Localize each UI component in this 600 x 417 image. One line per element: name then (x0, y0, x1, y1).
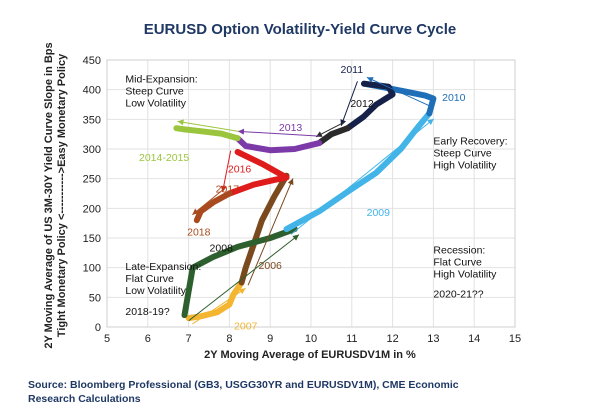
y-axis-label-line: Tight Monetary Policy <----------->Easy … (56, 53, 68, 337)
direction-arrowhead (177, 119, 184, 126)
chart-title: EURUSD Option Volatility-Yield Curve Cyc… (144, 21, 457, 38)
series-line-2011 (344, 80, 396, 132)
year-label: 2017 (216, 183, 240, 195)
series-line-2008 (181, 226, 298, 319)
direction-arrow (192, 287, 246, 325)
direction-arrowhead (287, 178, 294, 186)
direction-arrow (192, 187, 226, 216)
phase-annotation: 2020-21?? (433, 288, 483, 300)
grid (106, 59, 516, 328)
plot-frame (106, 59, 516, 328)
year-label: 2012 (350, 98, 374, 110)
series-line-2009 (283, 110, 433, 233)
phase-annotation: Mid-Expansion: Steep Curve Low Volatility (125, 74, 197, 110)
y-tick-label: 300 (83, 144, 101, 156)
phase-annotation-line: 2018-19? (125, 306, 170, 318)
year-label: 2010 (442, 92, 466, 104)
x-tick-label: 5 (104, 333, 110, 345)
phase-annotation-line: Low Volatility (125, 285, 186, 297)
direction-arrow (177, 120, 239, 132)
direction-arrowhead (192, 208, 199, 215)
phase-annotation-line: Recession: (433, 244, 485, 256)
x-tick-label: 10 (305, 333, 317, 345)
ticks-group: 5 6 7 8 9 10 11 12 13 14 1505010015020025030035040… (83, 55, 521, 345)
year-label: 2014-2015 (139, 152, 189, 164)
series-line-2014-2015 (173, 125, 241, 142)
source-line-2: Research Calculations (28, 393, 141, 405)
series-line-2013 (234, 135, 323, 154)
y-tick-label: 50 (89, 292, 101, 304)
year-label: 2007 (234, 320, 258, 332)
y-tick-label: 100 (83, 263, 101, 275)
year-label: 2008 (210, 243, 234, 255)
annotations-group: Mid-Expansion: Steep Curve Low VolatilityE… (125, 74, 507, 319)
direction-arrow (237, 130, 320, 137)
year-label: 2018 (187, 227, 211, 239)
y-tick-label: 350 (83, 114, 101, 126)
year-labels-group: 2011 2010 2012 2013 2014-2015 2016 2017 2009 201… (139, 64, 466, 332)
phase-annotation-line: Early Recovery: (433, 135, 507, 147)
year-label: 2016 (228, 164, 252, 176)
phase-annotation-line: Low Volatility (125, 98, 186, 110)
phase-annotation: Early Recovery: Steep Curve High Volatilit… (433, 135, 507, 171)
x-tick-label: 15 (509, 333, 521, 345)
direction-arrow (188, 234, 300, 322)
phase-annotation-line: 2020-21?? (433, 288, 483, 300)
x-tick-label: 8 (226, 333, 232, 345)
x-tick-label: 12 (386, 333, 398, 345)
direction-arrow (290, 118, 435, 235)
phase-annotation-line: Flat Curve (433, 256, 482, 268)
phase-annotation-line: Late-Expansion: (125, 261, 201, 273)
y-tick-label: 150 (83, 233, 101, 245)
year-label: 2006 (259, 260, 283, 272)
x-tick-label: 6 (145, 333, 151, 345)
direction-arrowhead (237, 128, 245, 135)
phase-annotation: Late-Expansion: Flat Curve Low Volatility (125, 261, 201, 297)
series-line-2016 (226, 149, 290, 197)
phase-annotation-line: Mid-Expansion: (125, 74, 197, 86)
direction-arrow (247, 178, 294, 286)
year-label: 2013 (279, 122, 303, 134)
year-label: 2009 (367, 207, 391, 219)
direction-arrow (340, 81, 358, 126)
phase-annotation: 2018-19? (125, 306, 170, 318)
series-line-2012 (316, 125, 351, 147)
series-line-2007 (185, 279, 245, 322)
direction-arrow (366, 76, 433, 108)
x-tick-label: 14 (468, 333, 480, 345)
y-axis-label: 2Y Moving Average of US 3M-30Y Yield Cur… (43, 42, 68, 348)
x-axis-label: 2Y Moving Average of EURUSDV1M in % (204, 349, 416, 361)
x-tick-label: 7 (186, 333, 192, 345)
x-tick-label: 13 (427, 333, 439, 345)
y-tick-label: 450 (83, 55, 101, 67)
year-label: 2011 (341, 64, 364, 76)
phase-annotation-line: Flat Curve (125, 273, 174, 285)
direction-arrowhead (238, 288, 246, 295)
y-tick-label: 0 (95, 322, 101, 334)
source-line-1: Source: Bloomberg Professional (GB3, USG… (28, 379, 459, 391)
y-tick-label: 400 (83, 85, 101, 97)
series-line-2017 (193, 190, 233, 224)
direction-arrowhead (292, 234, 299, 241)
series-group (173, 80, 437, 322)
phase-annotation-line: Steep Curve (433, 147, 492, 159)
x-tick-label: 9 (267, 333, 273, 345)
phase-annotation-line: High Volatility (433, 268, 497, 280)
phase-annotation-line: High Volatility (433, 159, 497, 171)
series-line-2006 (238, 172, 290, 286)
x-tick-label: 11 (346, 333, 357, 345)
y-tick-label: 200 (83, 203, 101, 215)
direction-arrowhead (427, 118, 434, 125)
arrows-group (177, 76, 435, 325)
phase-annotation: Recession: Flat Curve High Volatility (433, 244, 497, 280)
phase-annotation-line: Steep Curve (125, 86, 184, 98)
direction-arrowhead (366, 77, 374, 83)
direction-arrow (222, 150, 232, 193)
y-tick-label: 250 (83, 174, 101, 186)
y-axis-label-line: 2Y Moving Average of US 3M-30Y Yield Cur… (43, 42, 55, 348)
